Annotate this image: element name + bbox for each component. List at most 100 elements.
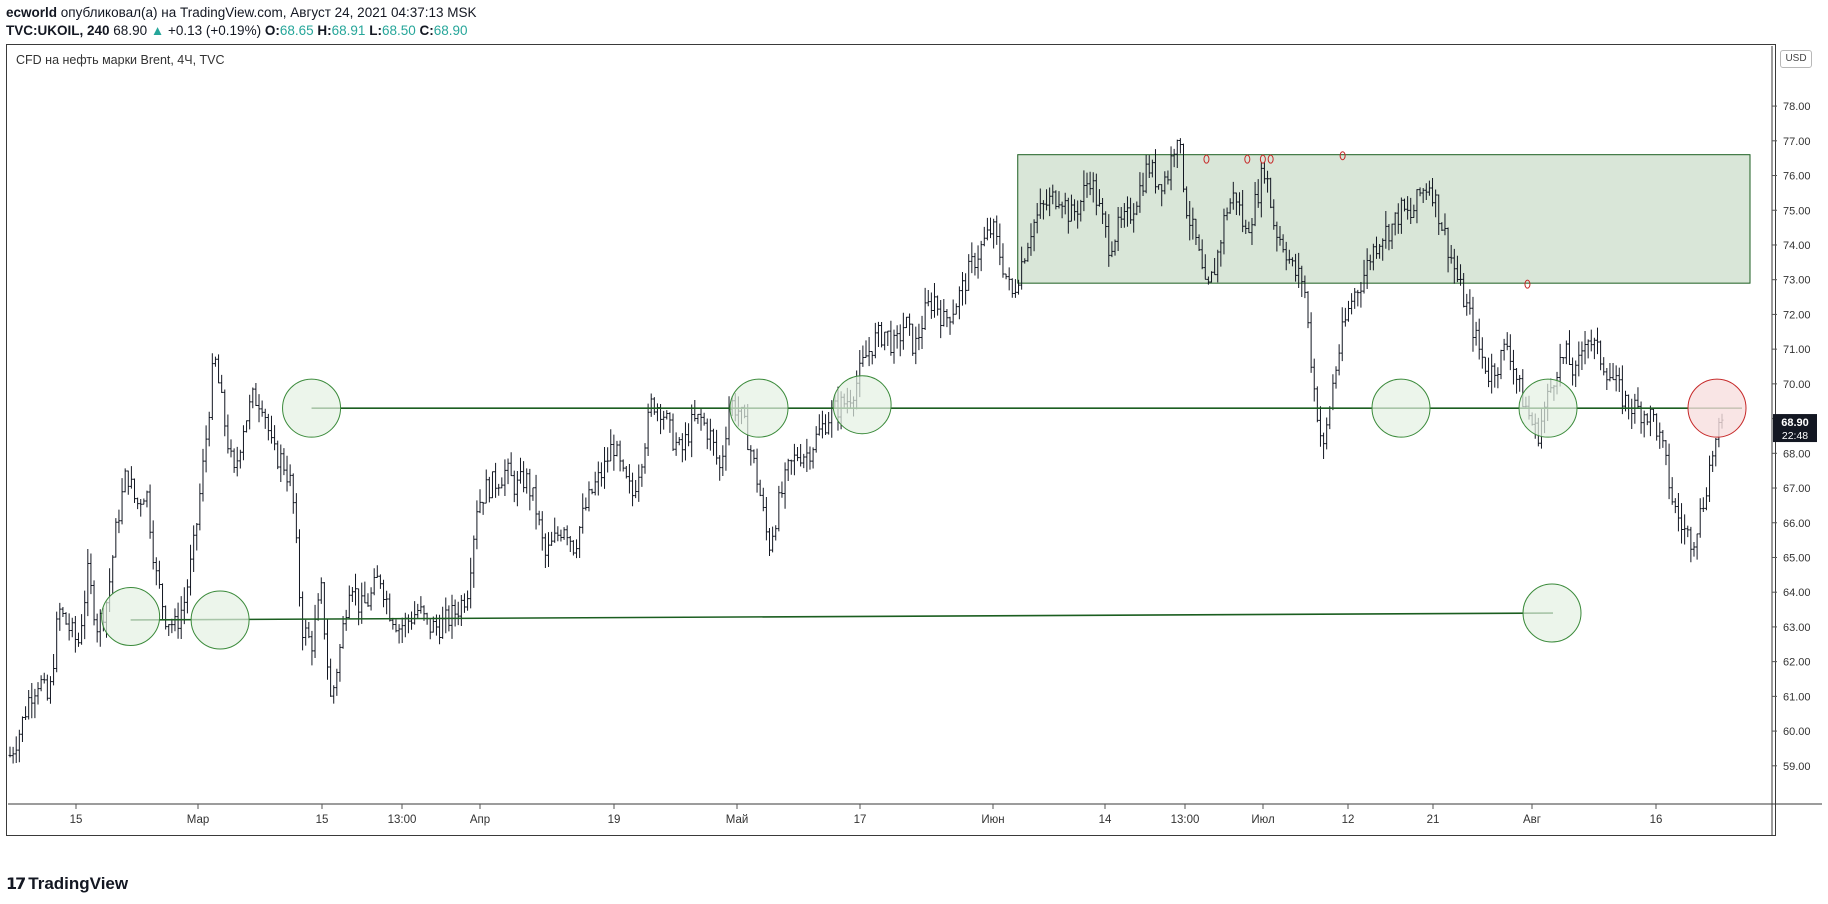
ohlc-bar (1213, 257, 1217, 276)
ohlc-bar (901, 312, 905, 350)
ohlc-bar (540, 511, 544, 551)
ohlc-bar (157, 560, 161, 589)
ohlc-bar (631, 472, 635, 507)
ohlc-bar (1676, 493, 1680, 532)
ohlc-bar (783, 462, 787, 509)
ohlc-bar (1465, 293, 1469, 316)
ohlc-bar (889, 320, 893, 356)
ohlc-bar (151, 520, 155, 570)
ohlc-bar (534, 474, 538, 530)
ohlc-bar (593, 471, 597, 496)
ohlc-bar (1247, 221, 1251, 234)
ohlc-bar (428, 618, 432, 640)
ohlc-bar (578, 526, 582, 558)
ohlc-bar (1499, 349, 1503, 380)
ohlc-bar (646, 403, 650, 457)
ohlc-bar (898, 324, 902, 357)
ohlc-bar (273, 425, 277, 451)
ohlc-bar (1175, 139, 1179, 169)
tradingview-logo-text: TradingView (28, 874, 129, 893)
ohlc-bar (329, 658, 333, 697)
ohlc-bar (1692, 541, 1696, 557)
ohlc-bar (1010, 278, 1014, 298)
ohlc-bar (1340, 307, 1344, 362)
ohlc-bar (52, 654, 56, 686)
ohlc-bar (1471, 296, 1475, 352)
ohlc-bar (1076, 200, 1080, 229)
ohlc-bar (1318, 406, 1322, 447)
ohlc-bar (372, 568, 376, 596)
ohlc-bar (263, 408, 267, 429)
ohlc-bar (450, 594, 454, 639)
ohlc-bar (1032, 219, 1036, 252)
ohlc-bar (179, 596, 183, 639)
ohlc-bar (1449, 244, 1453, 264)
ohlc-bar (547, 532, 551, 567)
ohlc-bar (1262, 161, 1266, 184)
ohlc-bar (1001, 243, 1005, 278)
currency-badge[interactable]: USD (1780, 50, 1812, 68)
ohlc-bar (42, 672, 46, 684)
y-tick-label: 59.00 (1783, 761, 1811, 773)
ohlc-bar (1490, 353, 1494, 394)
x-tick-label: Мар (187, 814, 210, 826)
ohlc-bar (148, 484, 152, 539)
touch-circle-green (190, 590, 250, 650)
top-marker (1267, 154, 1274, 164)
ohlc-bar (559, 529, 563, 542)
ohlc-bar (86, 548, 90, 617)
ohlc-bar (883, 331, 887, 351)
ohlc-bar (1667, 443, 1671, 500)
x-tick-label: Авг (1523, 814, 1541, 826)
ohlc-bar (948, 316, 952, 335)
ohlc-bar (522, 461, 526, 493)
ohlc-bar (1294, 253, 1298, 282)
ohlc-bar (1437, 194, 1441, 236)
ohlc-bar (1188, 200, 1192, 241)
ohlc-bar (456, 601, 460, 626)
ohlc-bar (1225, 207, 1229, 221)
ohlc-bar (565, 525, 569, 546)
ohlc-bar (861, 345, 865, 367)
ohlc-bar (1424, 183, 1428, 200)
ohlc-bar (145, 490, 149, 508)
ohlc-bar (1658, 422, 1662, 449)
ohlc-bar (1150, 159, 1154, 178)
ohlc-bar (761, 487, 765, 512)
ohlc-bar (357, 588, 361, 626)
ohlc-line: TVC:UKOIL, 240 68.90 ▲ +0.13 (+0.19%) O:… (6, 22, 477, 40)
ohlc-bar (1013, 279, 1017, 298)
ohlc-bar (1256, 179, 1260, 208)
ohlc-bar (1462, 272, 1466, 308)
ohlc-bar (1359, 281, 1363, 308)
ohlc-bar (73, 615, 77, 653)
ohlc-bar (711, 428, 715, 456)
ohlc-bar (8, 746, 12, 758)
ohlc-bar (1487, 357, 1491, 388)
tradingview-logo[interactable]: 𝟭𝟳 TradingView (6, 874, 128, 894)
ohlc-bar (1455, 255, 1459, 283)
ohlc-bar (892, 329, 896, 364)
ohlc-bar (95, 613, 99, 643)
ohlc-bar (599, 462, 603, 487)
price-change: +0.13 (+0.19%) (168, 23, 262, 38)
ohlc-bar (873, 322, 877, 359)
ohlc-bar (932, 282, 936, 318)
ohlc-bar (1206, 276, 1210, 285)
ohlc-bar (80, 614, 84, 645)
x-tick-label: 13:00 (388, 814, 417, 826)
ohlc-bar (1655, 413, 1659, 441)
ohlc-bar (481, 501, 485, 515)
ohlc-bar (1147, 155, 1151, 179)
ohlc-bar (528, 468, 532, 511)
ohlc-bar (929, 292, 933, 319)
ohlc-bar (500, 477, 504, 489)
ohlc-bar (1636, 387, 1640, 408)
author-name[interactable]: ecworld (6, 5, 58, 20)
ohlc-bar (1518, 374, 1522, 392)
ohlc-bar (718, 455, 722, 481)
ohlc-bar (1060, 201, 1064, 219)
ohlc-bar (142, 498, 146, 505)
ohlc-bar (960, 272, 964, 306)
